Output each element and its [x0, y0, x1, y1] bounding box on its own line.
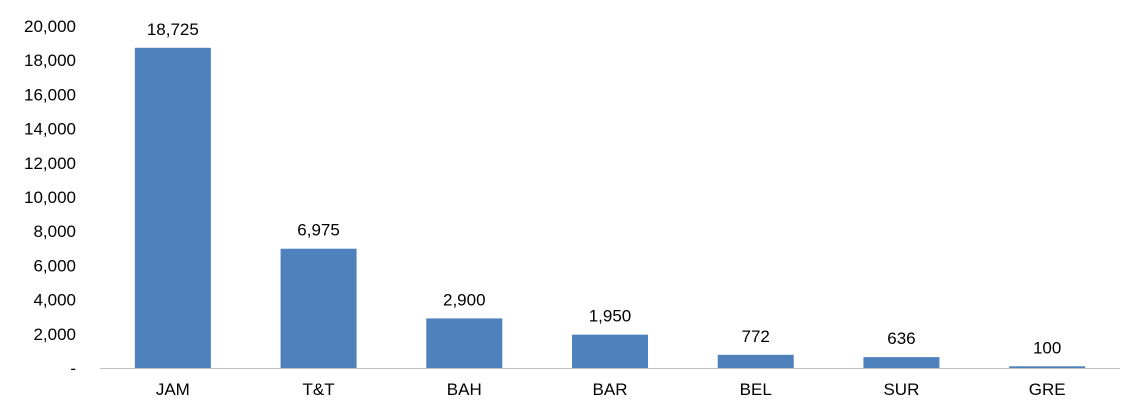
x-tick-label: GRE	[1029, 380, 1066, 399]
x-tick-label: BAH	[447, 380, 482, 399]
y-tick-label: 18,000	[24, 51, 76, 70]
y-tick-label: 10,000	[24, 188, 76, 207]
bar-bel	[717, 354, 794, 368]
y-tick-label: 2,000	[33, 325, 76, 344]
data-label: 6,975	[297, 221, 340, 240]
x-tick-label: BEL	[740, 380, 772, 399]
x-tick-label: SUR	[883, 380, 919, 399]
data-label: 636	[887, 329, 915, 348]
data-label: 1,950	[589, 307, 632, 326]
y-tick-label: 20,000	[24, 17, 76, 36]
y-axis: - 2,000 4,000 6,000 8,000 10,000 12,000 14,000 1…	[24, 17, 76, 378]
data-label: 772	[742, 327, 770, 346]
y-tick-label: 16,000	[24, 85, 76, 104]
bar-bah	[426, 318, 503, 368]
y-tick-label: 4,000	[33, 291, 76, 310]
data-labels: 18,725 6,975 2,900 1,950 772 636 100	[147, 20, 1061, 357]
x-tick-label: JAM	[156, 380, 190, 399]
bar-t-t	[280, 248, 357, 368]
x-tick-label: BAR	[593, 380, 628, 399]
x-tick-label: T&T	[303, 380, 335, 399]
bar-sur	[863, 357, 940, 368]
bars	[134, 47, 1086, 369]
bar-jam	[134, 47, 211, 369]
bar-bar	[572, 334, 648, 368]
data-label: 18,725	[147, 20, 199, 39]
y-tick-label: 14,000	[24, 120, 76, 139]
y-tick-label: 8,000	[33, 222, 76, 241]
data-label: 2,900	[443, 290, 486, 309]
y-tick-label: 12,000	[24, 154, 76, 173]
x-axis: JAM T&T BAH BAR BEL SUR GRE	[100, 368, 1120, 399]
bar-gre	[1009, 366, 1086, 368]
data-label: 100	[1033, 338, 1061, 357]
y-tick-label: -	[70, 359, 76, 378]
y-tick-label: 6,000	[33, 256, 76, 275]
